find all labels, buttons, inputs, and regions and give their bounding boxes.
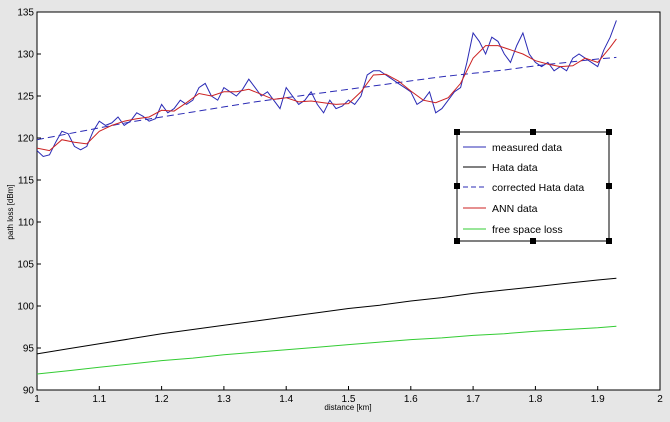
y-tick-label: 120	[17, 134, 34, 145]
y-tick-label: 95	[23, 344, 35, 355]
x-ticks: 1 1.1 1.2 1.3 1.4 1.5 1.6 1.7 1.8 1.9 2	[34, 386, 663, 405]
y-tick-label: 115	[18, 176, 34, 187]
y-tick-label: 130	[17, 50, 34, 61]
y-ticks: 90 95 100 105 110 115 120 125 130 135	[17, 8, 41, 397]
legend-label: measured data	[492, 142, 562, 154]
legend-handle	[530, 238, 536, 244]
legend-label: ANN data	[492, 203, 538, 215]
legend-handle	[606, 129, 612, 135]
series-line-measured-data	[36, 20, 617, 158]
x-tick-label: 1.6	[404, 394, 418, 405]
y-tick-label: 100	[17, 302, 34, 313]
legend-handle	[530, 129, 536, 135]
x-tick-label: 1.4	[279, 394, 293, 405]
series-line-hata-data	[36, 277, 617, 355]
x-tick-label: 1.1	[92, 394, 106, 405]
x-tick-label: 1.8	[528, 394, 542, 405]
x-tick-label: 1.9	[591, 394, 605, 405]
x-tick-label: 1	[34, 394, 40, 405]
legend-handle	[454, 183, 460, 189]
legend-label: corrected Hata data	[492, 182, 584, 194]
y-tick-label: 110	[18, 218, 34, 229]
legend-handle	[454, 129, 460, 135]
x-tick-label: 1.7	[466, 394, 480, 405]
legend-label: free space loss	[492, 224, 563, 236]
legend-handle	[606, 183, 612, 189]
x-tick-label: 2	[657, 394, 663, 405]
series-line-ann-data	[36, 38, 617, 152]
x-tick-label: 1.3	[217, 394, 231, 405]
x-tick-label: 1.5	[342, 394, 356, 405]
series-line-corrected-hata-data	[36, 56, 617, 141]
y-axis-label: path loss [dBm]	[6, 184, 15, 239]
series-line-free-space-loss	[36, 325, 617, 375]
legend-label: Hata data	[492, 162, 538, 174]
y-tick-label: 135	[17, 8, 34, 19]
x-tick-label: 1.2	[155, 394, 169, 405]
y-tick-label: 105	[17, 260, 34, 271]
legend-handle	[454, 238, 460, 244]
legend: measured data Hata data corrected Hata d…	[454, 129, 612, 244]
legend-handle	[606, 238, 612, 244]
x-axis-label: distance [km]	[324, 403, 371, 412]
series-group	[36, 20, 617, 375]
y-tick-label: 90	[23, 386, 35, 397]
y-tick-label: 125	[17, 92, 34, 103]
